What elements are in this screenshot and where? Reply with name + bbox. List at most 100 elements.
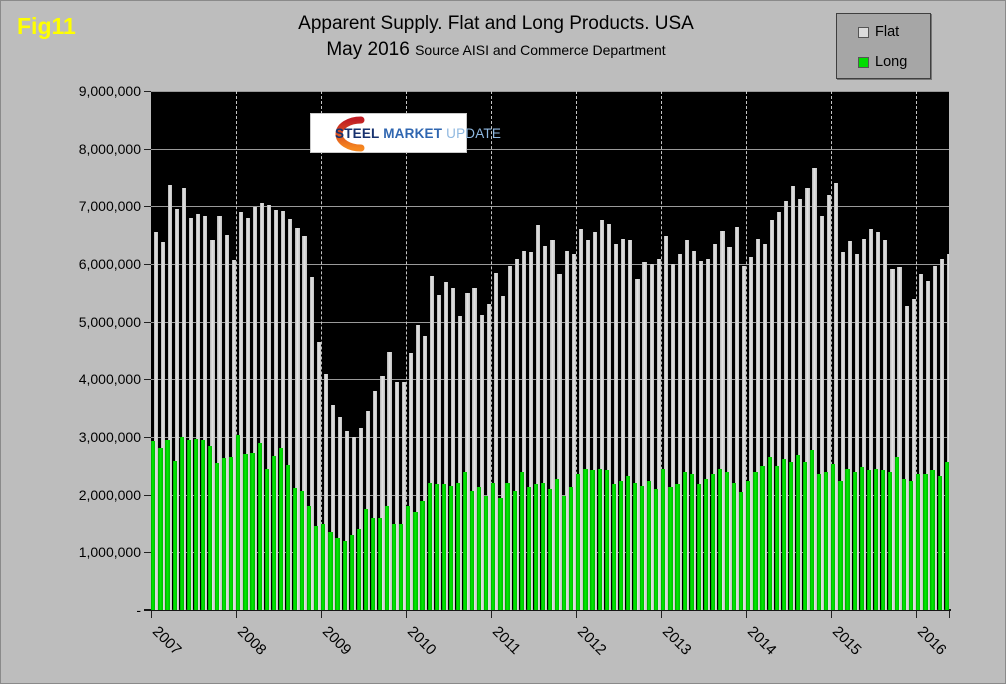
- long-bar: [455, 482, 461, 610]
- long-bar: [717, 468, 723, 610]
- long-bar: [668, 487, 673, 610]
- long-bar: [824, 472, 829, 610]
- y-tick-mark: [144, 206, 151, 208]
- y-tick-label: 2,000,000: [78, 486, 141, 503]
- flat-bar: [904, 306, 909, 610]
- long-bar: [930, 470, 935, 610]
- long-bar: [200, 439, 206, 610]
- long-bar: [526, 487, 531, 610]
- long-bar: [264, 469, 269, 610]
- long-bar: [725, 472, 730, 610]
- x-tick-mark: [151, 611, 152, 618]
- flat-bar: [791, 186, 796, 610]
- flat-bar: [316, 341, 321, 610]
- long-bar: [625, 475, 631, 610]
- long-bar: [753, 472, 758, 610]
- year-gridline: [406, 91, 407, 610]
- flat-bar: [182, 188, 187, 610]
- flat-bar: [408, 353, 413, 610]
- year-gridline: [831, 91, 832, 610]
- flat-bar: [359, 428, 364, 610]
- long-bar: [696, 484, 701, 610]
- subtitle-date: May 2016: [326, 38, 410, 60]
- flat-bar: [734, 227, 739, 610]
- flat-bar: [302, 235, 307, 610]
- y-gridline: [151, 206, 949, 208]
- long-bar: [916, 473, 921, 610]
- flat-bar: [352, 437, 357, 610]
- x-tick-mark: [236, 611, 237, 618]
- flat-bar: [366, 411, 371, 610]
- long-bar: [484, 495, 489, 610]
- flat-bar: [592, 232, 598, 610]
- long-bar: [859, 467, 864, 610]
- long-bar: [151, 441, 156, 610]
- flat-bar: [798, 198, 803, 610]
- flat-bar: [522, 250, 527, 610]
- long-bar: [222, 457, 227, 610]
- flat-bar: [670, 264, 675, 610]
- flat-bar: [840, 251, 845, 610]
- flat-bar: [529, 252, 534, 610]
- flat-bar: [373, 390, 378, 610]
- long-bar: [172, 460, 177, 610]
- flat-bar: [706, 258, 711, 610]
- flat-bar: [458, 315, 463, 610]
- long-bar: [689, 473, 694, 610]
- logo-swoosh-icon: [335, 116, 365, 152]
- flat-bar: [507, 265, 513, 610]
- flat-bar: [500, 296, 505, 610]
- flat-swatch-icon: [858, 26, 869, 38]
- legend-item-long: Long: [858, 54, 907, 70]
- long-bar: [300, 491, 305, 610]
- long-bar: [767, 457, 772, 610]
- y-gridline: [151, 321, 949, 323]
- long-bar: [165, 439, 170, 610]
- flat-bar: [649, 264, 654, 610]
- x-year-label: 2010: [403, 623, 440, 659]
- year-gridline: [321, 91, 322, 610]
- y-tick-label: 5,000,000: [78, 313, 141, 330]
- flat-bar: [826, 194, 831, 610]
- long-bar: [788, 462, 793, 610]
- y-tick-label: 8,000,000: [78, 140, 141, 157]
- long-bar: [363, 509, 368, 610]
- flat-bar: [677, 254, 683, 610]
- flat-bar: [607, 223, 612, 610]
- long-bar: [923, 473, 928, 610]
- flat-bar: [472, 287, 477, 610]
- x-year-label: 2007: [148, 623, 185, 659]
- flat-bar: [238, 212, 243, 610]
- flat-bar: [451, 287, 456, 610]
- y-tick-mark: [144, 321, 151, 323]
- y-tick-label: 4,000,000: [78, 371, 141, 388]
- long-bar: [377, 517, 383, 610]
- long-bar: [462, 472, 468, 610]
- steel-market-update-logo: STEEL MARKET UPDATE: [310, 113, 501, 153]
- flat-bar: [925, 280, 930, 610]
- x-tick-mark: [491, 611, 492, 618]
- flat-bar: [663, 235, 668, 610]
- long-bar: [427, 482, 432, 610]
- long-bar: [512, 490, 517, 610]
- long-bar: [356, 529, 361, 610]
- long-bar: [647, 480, 652, 610]
- long-bar: [710, 473, 716, 610]
- long-swatch-icon: [858, 56, 869, 68]
- flat-bar: [401, 382, 406, 610]
- long-bar: [314, 526, 319, 610]
- flat-bar: [564, 250, 569, 610]
- flat-bar: [245, 217, 250, 610]
- flat-bar: [684, 240, 690, 610]
- long-bar: [909, 480, 914, 610]
- year-gridline: [746, 91, 747, 610]
- y-gridline: [151, 148, 949, 150]
- flat-bar: [543, 245, 548, 610]
- x-tick-mark: [576, 611, 577, 618]
- figure-number-label: Fig11: [17, 13, 76, 39]
- year-gridline: [491, 91, 492, 610]
- long-bar: [399, 523, 404, 610]
- long-bar: [505, 482, 510, 610]
- flat-bar: [259, 203, 265, 610]
- y-tick-label: 6,000,000: [78, 256, 141, 272]
